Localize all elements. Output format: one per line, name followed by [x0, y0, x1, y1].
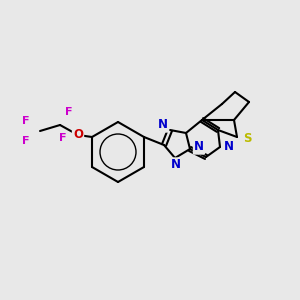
Text: F: F	[59, 133, 67, 143]
Text: N: N	[224, 140, 234, 152]
Text: S: S	[243, 133, 251, 146]
Text: N: N	[194, 140, 204, 154]
Text: O: O	[73, 128, 83, 142]
Text: F: F	[65, 107, 73, 117]
Text: N: N	[171, 158, 181, 172]
Text: F: F	[22, 116, 30, 126]
Text: F: F	[22, 136, 30, 146]
Text: N: N	[158, 118, 168, 131]
